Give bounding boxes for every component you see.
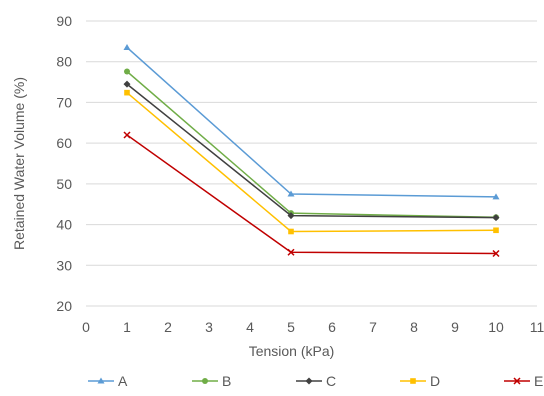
legend-marker-A: [97, 377, 105, 384]
data-point-A: [287, 190, 295, 197]
series-C: [123, 80, 500, 222]
x-axis-ticks: 0 1 2 3 4 5 6 7 8 9 10 11: [82, 319, 544, 335]
legend-item-A: A: [88, 373, 128, 389]
series-line-C: [126, 83, 497, 219]
data-point-E: [492, 249, 500, 258]
legend-item-E: E: [504, 373, 543, 389]
legend-marker-E: [513, 377, 521, 385]
data-point-E: [287, 248, 295, 256]
gridlines: [86, 20, 537, 266]
x-tick-label: 10: [488, 319, 504, 335]
legend-label: C: [326, 373, 336, 389]
x-tick-label: 9: [451, 319, 459, 335]
y-tick-label: 30: [56, 257, 72, 273]
x-tick-label: 4: [246, 319, 254, 335]
series-D: [124, 89, 499, 235]
x-tick-label: 6: [328, 319, 336, 335]
y-tick-label: 70: [56, 94, 72, 110]
x-axis-title: Tension (kPa): [249, 343, 335, 359]
legend-label: D: [430, 373, 440, 389]
y-tick-label: 80: [56, 54, 72, 70]
data-point-C: [287, 212, 295, 220]
x-tick-label: 11: [530, 319, 544, 335]
series-E: [123, 131, 500, 258]
data-point-C: [492, 214, 500, 222]
data-point-D: [493, 227, 499, 234]
data-point-A: [123, 43, 131, 50]
data-point-D: [288, 228, 294, 235]
data-point-A: [492, 193, 500, 200]
legend-label: A: [118, 373, 128, 389]
y-tick-label: 50: [56, 176, 72, 192]
legend-label: E: [534, 373, 543, 389]
data-point-C: [123, 80, 131, 88]
legend-item-D: D: [400, 373, 440, 389]
series-A: [123, 43, 500, 200]
legend-marker-C: [305, 377, 313, 385]
legend-marker-B: [202, 378, 208, 384]
series-group: [123, 43, 500, 258]
legend-item-B: B: [192, 373, 231, 389]
legend: A B C D E: [88, 373, 543, 389]
series-B: [124, 68, 499, 221]
data-point-B: [124, 68, 130, 75]
x-tick-label: 0: [82, 319, 90, 335]
x-tick-label: 8: [410, 319, 418, 335]
x-tick-label: 1: [123, 319, 131, 335]
y-tick-label: 60: [56, 135, 72, 151]
y-axis-ticks: 20 30 40 50 60 70 80 90: [56, 13, 72, 314]
series-line-D: [126, 92, 497, 233]
data-point-D: [124, 89, 130, 96]
x-tick-label: 3: [205, 319, 213, 335]
legend-marker-D: [410, 378, 416, 384]
legend-label: B: [222, 373, 231, 389]
y-axis-title: Retained Water Volume (%): [11, 77, 27, 250]
y-tick-label: 20: [56, 298, 72, 314]
x-tick-label: 2: [164, 319, 172, 335]
legend-item-C: C: [296, 373, 336, 389]
y-tick-label: 40: [56, 217, 72, 233]
y-tick-label: 90: [56, 13, 72, 29]
x-tick-label: 5: [287, 319, 295, 335]
x-tick-label: 7: [369, 319, 377, 335]
data-point-E: [123, 131, 131, 139]
